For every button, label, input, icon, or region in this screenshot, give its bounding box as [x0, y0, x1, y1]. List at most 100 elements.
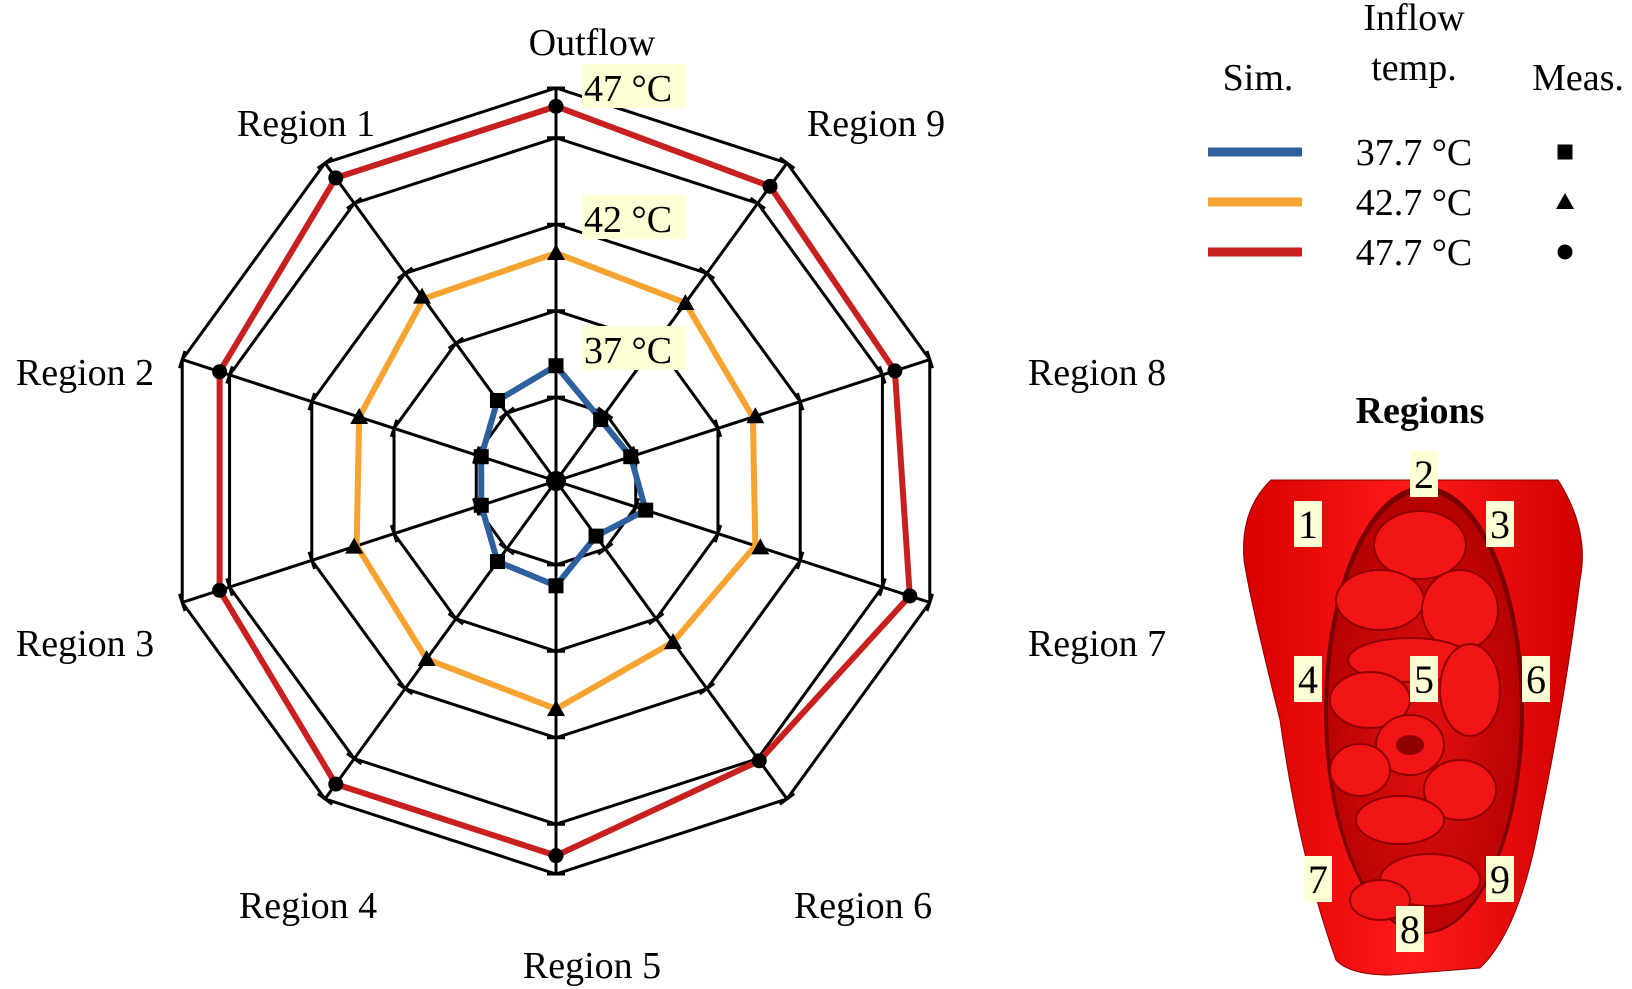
axis-label-3: Region 7 [1028, 623, 1166, 665]
grid-tick-4-2 [925, 350, 934, 369]
meas-point-2-1 [762, 178, 778, 194]
spoke-8 [181, 358, 557, 483]
legend-sim-header: Sim. [1223, 57, 1294, 99]
grid-tick-1-7 [389, 524, 399, 543]
spoke-6 [323, 480, 558, 800]
meas-point-2-6 [328, 776, 344, 792]
tick-label-1: 42 °C [584, 199, 672, 241]
grid-tick-4-8 [178, 350, 187, 369]
regions-model-image [1243, 479, 1583, 976]
grid-tick-4-9 [316, 156, 334, 170]
spoke-7 [181, 479, 557, 604]
meas-point-2-0 [548, 98, 564, 114]
meas-point-0-0 [548, 358, 564, 374]
region-number-1: 1 [1298, 502, 1318, 547]
axis-label-2: Region 8 [1028, 352, 1166, 394]
spoke-9 [323, 162, 558, 482]
meas-point-2-2 [887, 363, 903, 379]
region-number-bg-5 [1410, 656, 1438, 702]
region-number-bg-6 [1522, 656, 1550, 702]
meas-point-0-5 [548, 578, 564, 594]
meas-point-0-1 [593, 412, 609, 428]
region-number-labels: 1 2 3 4 5 6 7 8 9 [1294, 451, 1550, 952]
tick-label-bg-2 [582, 64, 686, 108]
region-number-8: 8 [1400, 907, 1420, 952]
meas-point-0-2 [623, 449, 639, 465]
grid-tick-4-3 [925, 593, 934, 612]
radial-tick-labels: 37 °C 42 °C 47 °C [582, 64, 686, 372]
grid-tick-1-6 [447, 612, 465, 626]
region-number-3: 3 [1490, 502, 1510, 547]
grid-tick-3-2 [878, 365, 887, 384]
grid-tick-1-3 [713, 524, 723, 543]
axis-label-7: Region 3 [16, 623, 154, 665]
grid-tick-3-7 [225, 578, 234, 597]
grid-tick-4-7 [178, 593, 187, 612]
legend-inflow-header: Inflow [1363, 0, 1465, 39]
legend-marker-0 [1557, 144, 1573, 160]
meas-point-1-4 [664, 633, 683, 650]
meas-point-1-1 [676, 293, 695, 310]
region-number-bg-8 [1396, 906, 1424, 952]
tick-label-2: 47 °C [584, 68, 672, 110]
grid-tick-0-3 [631, 497, 640, 516]
radar-chart: Outflow Region 9 Region 8 Region 7 Region 6 R… [16, 22, 1166, 987]
meas-point-1-5 [547, 699, 565, 716]
grid-tick-3-3 [878, 578, 887, 597]
axis-label-4: Region 6 [794, 885, 932, 927]
meas-point-0-6 [489, 554, 505, 570]
grid-tick-2-2 [795, 392, 805, 411]
meas-point-0-9 [489, 392, 505, 408]
axis-label-8: Region 2 [16, 352, 154, 394]
meas-point-1-2 [746, 407, 765, 424]
region-number-5: 5 [1414, 657, 1434, 702]
grid-tick-3-9 [346, 196, 363, 210]
meas-point-1-8 [350, 408, 369, 425]
regions-title: Regions [1356, 390, 1485, 432]
region-number-4: 4 [1298, 657, 1318, 702]
grid-tick-2-4 [698, 682, 716, 696]
axis-label-0: Outflow [529, 22, 656, 64]
meas-point-1-9 [413, 287, 432, 304]
grid-tick-2-9 [396, 266, 414, 280]
region-number-bg-2 [1410, 451, 1438, 497]
region-number-bg-7 [1304, 856, 1332, 902]
legend-rows: 37.7 °C 42.7 °C 47.7 °C [1208, 132, 1574, 274]
series-markers [212, 98, 918, 864]
grid-tick-1-4 [647, 612, 665, 626]
grid-tick-2-1 [698, 266, 716, 280]
meas-point-2-9 [328, 170, 344, 186]
grid-tick-1-8 [389, 419, 399, 438]
meas-point-2-5 [548, 848, 564, 864]
axis-label-5: Region 5 [523, 945, 661, 987]
region-number-9: 9 [1490, 857, 1510, 902]
meas-point-2-8 [212, 364, 228, 380]
grid-tick-0-9 [498, 406, 515, 420]
meas-point-1-0 [547, 244, 565, 261]
meas-point-0-7 [473, 497, 489, 513]
spoke-1 [554, 162, 789, 482]
meas-point-0-8 [473, 449, 489, 465]
legend-label-0: 37.7 °C [1356, 132, 1473, 174]
radar-center [546, 471, 566, 491]
grid-tick-2-8 [307, 392, 317, 411]
meas-point-2-3 [902, 588, 918, 604]
meas-point-2-4 [751, 753, 767, 769]
spoke-3 [555, 479, 931, 604]
legend-inflow-header-line2: temp. [1371, 47, 1456, 89]
region-number-bg-3 [1486, 501, 1514, 547]
meas-point-1-6 [417, 650, 436, 667]
tick-label-0: 37 °C [584, 330, 672, 372]
grid-tick-0-4 [597, 542, 614, 556]
grid-tick-1-2 [713, 419, 723, 438]
axis-labels: Outflow Region 9 Region 8 Region 7 Region 6 R… [16, 22, 1166, 987]
axis-label-6: Region 4 [239, 885, 377, 927]
axis-label-1: Region 9 [807, 103, 945, 145]
grid-tick-4-6 [316, 792, 334, 806]
axis-label-9: Region 1 [237, 103, 375, 145]
grid-tick-4-4 [778, 792, 796, 806]
region-number-7: 7 [1308, 857, 1328, 902]
grid-tick-4-1 [778, 156, 796, 170]
tick-label-bg-0 [582, 326, 686, 370]
